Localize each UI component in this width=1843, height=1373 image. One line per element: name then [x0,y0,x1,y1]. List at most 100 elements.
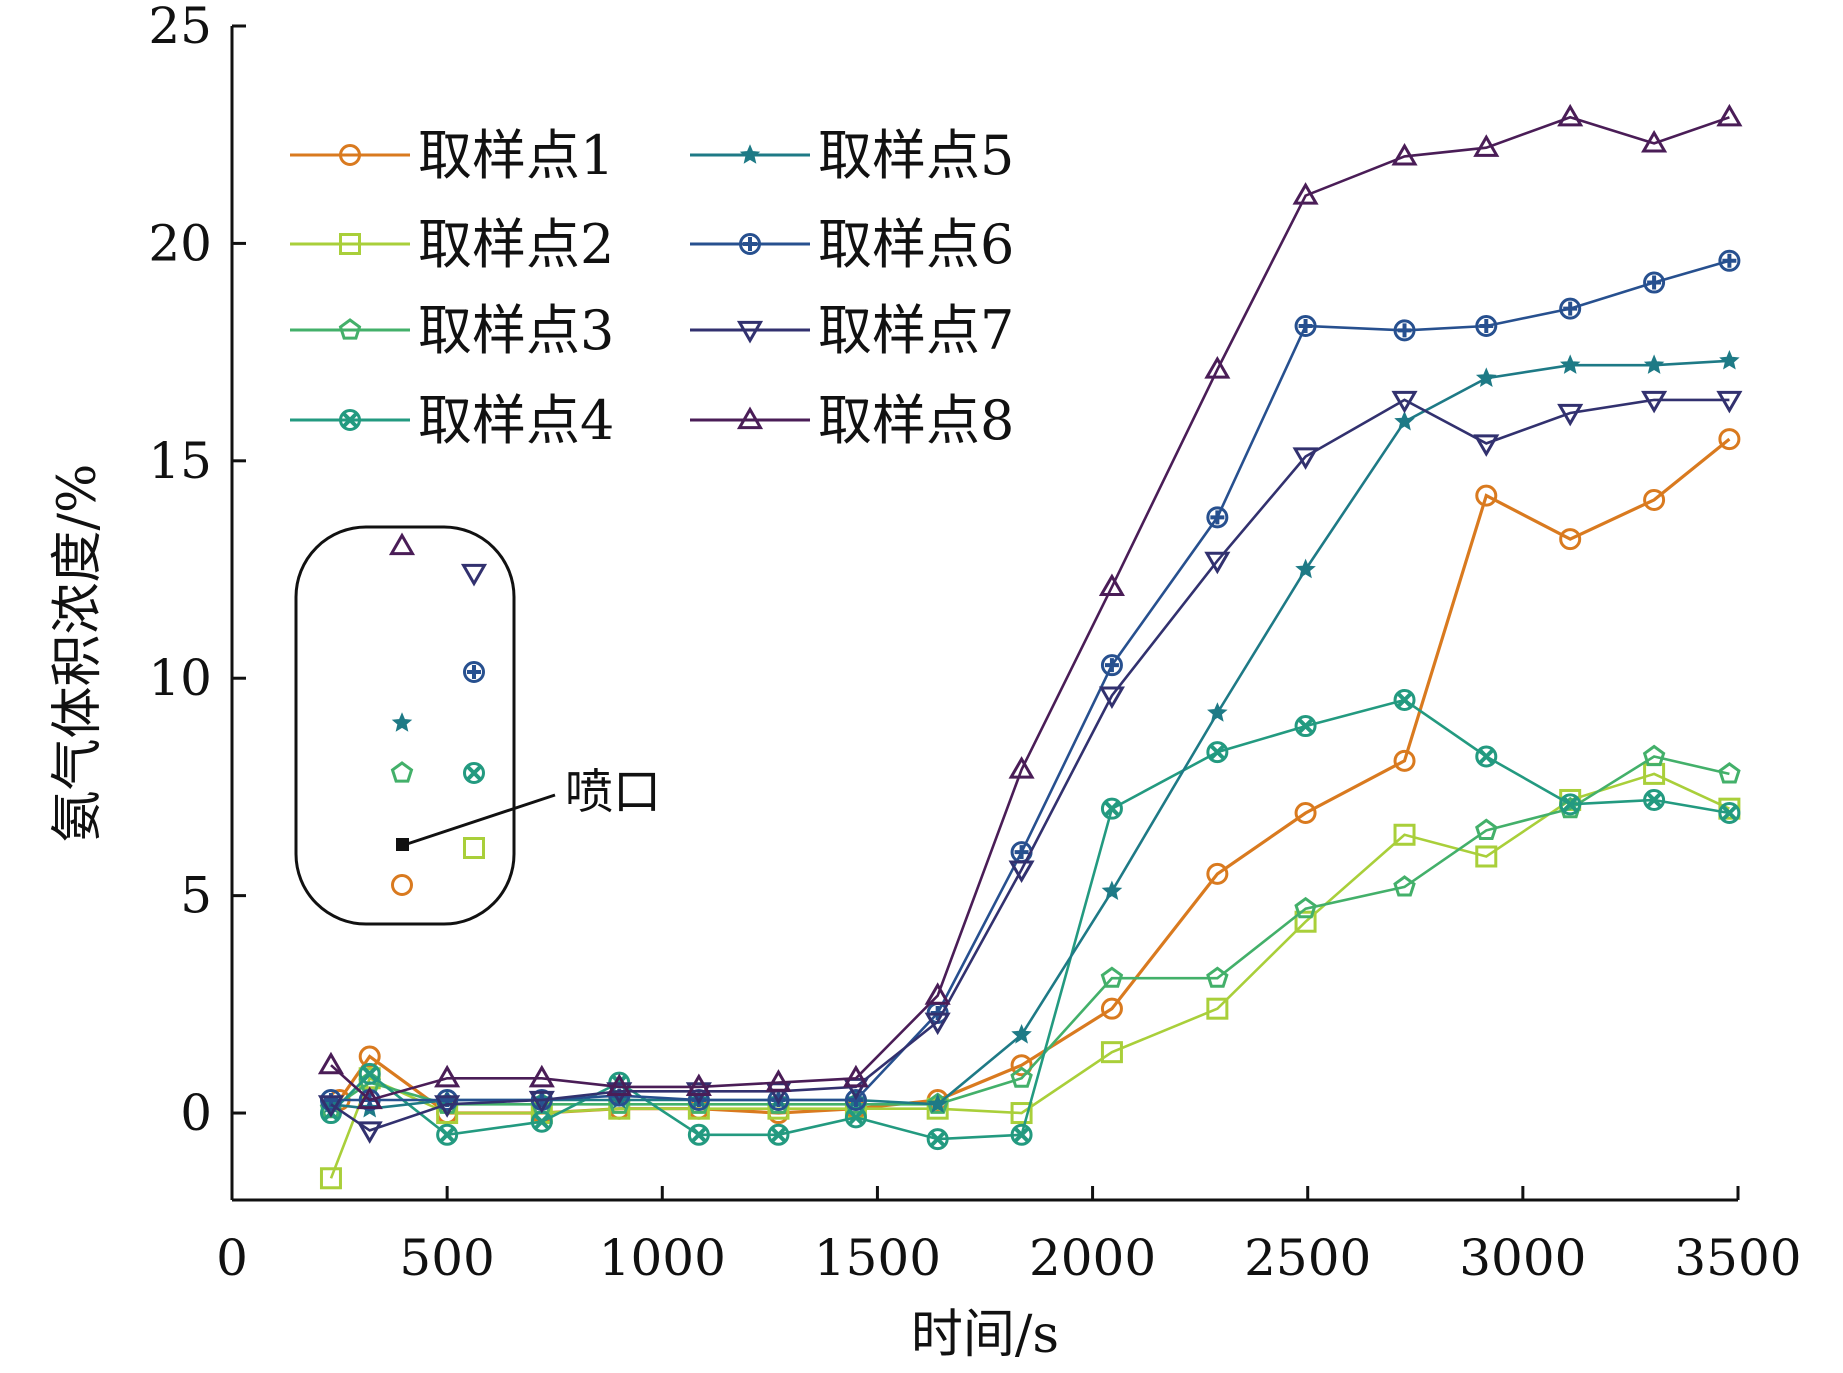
data-point [317,1051,345,1075]
data-point [1294,910,1317,933]
data-point [319,1167,342,1190]
inset-point-4 [463,762,485,784]
data-point [1393,688,1416,711]
series-7 [317,390,1743,1144]
inset-point-8 [388,532,416,556]
data-point [1294,715,1317,738]
x-tick-label: 0 [216,1229,248,1287]
data-point [1100,1041,1123,1064]
y-tick-label: 25 [148,0,212,55]
data-point [358,1045,381,1068]
y-tick-label: 10 [148,649,212,707]
data-point [1557,403,1584,427]
data-point [434,1064,461,1088]
data-point [606,1073,633,1097]
data-point [1292,447,1319,470]
data-point [317,1095,345,1118]
data-point [1295,558,1316,579]
nozzle-label: 喷口 [565,764,661,820]
data-point [926,1092,949,1114]
data-point [1473,434,1500,457]
data-point [1475,367,1497,387]
data-point [436,1123,459,1146]
legend-marker [739,233,761,255]
legend-entry-5: 取样点5 [690,124,1014,187]
axes: 0 500 1000 1500 2000 2500 3000 3500 0 5 10 15 20 25 [148,0,1801,1287]
data-point [1391,390,1418,414]
x-tick-label: 1000 [599,1229,726,1287]
legend-label: 取样点5 [818,124,1014,187]
data-point [1098,573,1125,597]
data-point [1475,845,1498,868]
legend-entry-4: 取样点4 [290,389,614,452]
data-point [1010,1066,1033,1088]
data-point [844,1106,867,1129]
data-point [1643,271,1666,294]
data-point [1292,182,1319,205]
legend-label: 取样点1 [418,124,614,187]
legend-marker [739,144,761,164]
legend-entry-2: 取样点2 [290,213,614,276]
data-point [1643,488,1666,511]
data-point [1393,749,1416,772]
series-8 [317,103,1743,1110]
data-point [319,1088,342,1111]
series-line [330,398,1730,1132]
series-line [330,698,1730,1141]
legend-marker [339,233,361,255]
data-point [1010,1054,1033,1077]
data-point [1010,1123,1033,1146]
x-tick-label: 1500 [814,1229,941,1287]
data-point [358,1062,381,1085]
data-point [1716,103,1743,127]
data-point [1391,143,1418,166]
y-tick-label: 5 [180,867,212,925]
data-point [1473,134,1500,157]
inset-point-2 [463,837,485,859]
data-point [1011,1024,1032,1044]
series-line [329,772,1730,1179]
data-point [1557,103,1584,127]
series-line [330,359,1730,1111]
data-point [1393,875,1416,897]
data-point [1206,862,1229,885]
series-1 [328,428,1741,1125]
data-point [1100,966,1124,988]
inset-point-1 [391,874,413,896]
data-point [1643,788,1666,811]
data-point [1718,802,1741,825]
data-point [1559,528,1582,551]
inset-point-3 [390,761,414,783]
data-point [1718,428,1741,451]
data-point [1204,551,1231,575]
legend: 取样点1 取样点2 取样点3 取样点4 取样点5 取样点6 取样点7 取样点8 [290,124,1014,452]
data-point [1719,349,1740,370]
x-tick-label: 2500 [1244,1229,1371,1287]
data-point [927,1093,948,1114]
legend-entry-7: 取样点7 [690,299,1014,362]
data-point [1393,823,1416,846]
data-point [1098,686,1125,710]
legend-marker [339,144,361,166]
data-point [765,1069,792,1092]
nozzle-leader-line [403,793,556,847]
legend-label: 取样点6 [818,213,1014,276]
series-line [330,755,1730,1110]
legend-label: 取样点2 [418,213,614,276]
y-tick-label: 0 [180,1084,212,1142]
data-point [1206,741,1229,764]
data-point [1206,966,1229,988]
legend-marker [339,409,361,431]
data-point [606,1082,633,1105]
data-point [1101,880,1123,901]
series-line [330,115,1730,1102]
data-point [1294,896,1317,919]
data-point [1100,797,1123,820]
inset-point-6 [463,661,485,683]
data-point [924,982,951,1005]
legend-entry-6: 取样点6 [690,213,1014,276]
legend-label: 取样点7 [818,299,1014,362]
data-point [1718,762,1741,784]
x-tick-label: 3500 [1674,1229,1801,1287]
data-point [528,1064,555,1088]
